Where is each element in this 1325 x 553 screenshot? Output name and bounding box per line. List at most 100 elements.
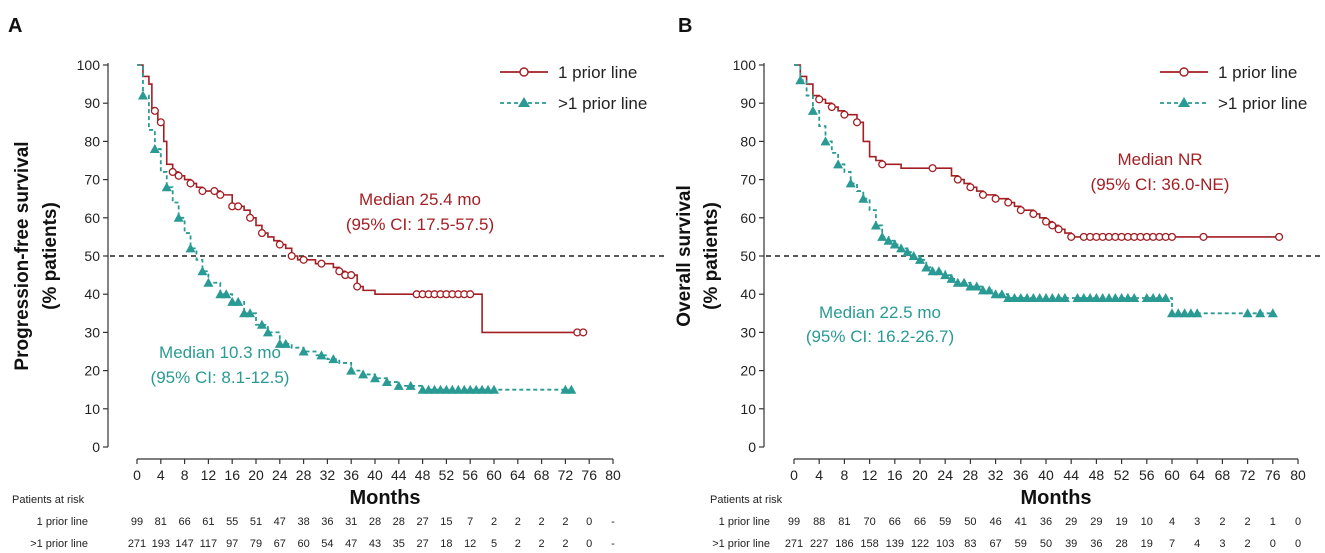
legend-label: 1 prior line: [558, 63, 637, 82]
censor-marker-triangle: [795, 75, 806, 85]
legend-label: >1 prior line: [1218, 94, 1307, 113]
censor-marker-triangle: [1242, 308, 1253, 318]
censor-marker-circle: [347, 271, 356, 280]
legend: 1 prior line >1 prior line: [500, 63, 647, 113]
censor-marker-triangle: [1041, 293, 1051, 303]
risk-count: 122: [911, 538, 929, 550]
risk-count: 271: [785, 538, 803, 550]
risk-count: 66: [914, 516, 926, 528]
risk-count: 67: [274, 538, 286, 550]
y-tick-label: 100: [77, 57, 101, 73]
censor-marker-triangle: [1255, 308, 1266, 318]
risk-count: 38: [297, 516, 309, 528]
censor-marker-triangle: [1097, 293, 1108, 303]
risk-count: 81: [838, 516, 850, 528]
censor-marker-triangle: [959, 277, 970, 287]
risk-count: 83: [964, 538, 976, 550]
censor-marker-circle: [1199, 232, 1208, 241]
x-tick-label: 44: [1063, 467, 1079, 483]
risk-count: 55: [226, 516, 238, 528]
censor-marker-circle: [815, 95, 824, 104]
x-tick-label: 80: [605, 467, 621, 483]
risk-count: 2: [1245, 516, 1251, 528]
censor-marker-triangle: [1185, 308, 1196, 318]
risk-count: 36: [1090, 538, 1102, 550]
censor-marker-triangle: [346, 365, 357, 375]
censor-marker-triangle: [256, 319, 267, 329]
legend-swatch-circle: [1179, 67, 1189, 77]
risk-count: 0: [1270, 538, 1276, 550]
censor-marker-circle: [1029, 209, 1038, 219]
risk-count: 59: [1015, 538, 1027, 550]
risk-count: 47: [345, 538, 357, 550]
censor-marker-triangle: [940, 270, 951, 280]
censor-marker-circle: [234, 202, 243, 211]
censor-marker-triangle: [952, 277, 963, 287]
risk-count: 36: [321, 516, 333, 528]
censor-marker-triangle: [1129, 293, 1140, 303]
censor-marker-triangle: [280, 338, 291, 348]
censor-marker-triangle: [1085, 293, 1096, 303]
x-tick-label: 52: [439, 467, 455, 483]
risk-table-title: Patients at risk: [12, 494, 85, 506]
censor-marker-triangle: [262, 327, 273, 337]
censor-marker-circle: [1067, 232, 1076, 241]
x-tick-label: 28: [963, 467, 979, 483]
risk-count: 103: [936, 538, 954, 550]
censor-marker-triangle: [889, 239, 900, 249]
censor-marker-circle: [1167, 232, 1177, 241]
risk-count: 117: [200, 538, 218, 550]
risk-count: 2: [515, 538, 521, 550]
risk-count: 28: [369, 516, 381, 528]
censor-marker-triangle: [902, 247, 913, 257]
y-tick-label: 0: [748, 439, 756, 455]
legend-swatch-circle: [519, 67, 529, 77]
risk-count: 7: [1169, 538, 1175, 550]
risk-count: 36: [1040, 516, 1052, 528]
risk-count: 29: [1065, 516, 1077, 528]
censor-marker-triangle: [870, 220, 881, 230]
censor-marker-triangle: [316, 350, 327, 360]
x-tick-label: 0: [790, 467, 798, 483]
censor-marker-circle: [168, 167, 177, 177]
risk-count: 61: [202, 516, 214, 528]
risk-count: 50: [1040, 538, 1052, 550]
median-annotation: Median 10.3 mo: [159, 343, 281, 362]
censor-marker-triangle: [381, 377, 392, 387]
y-tick-label: 10: [740, 401, 756, 417]
risk-table-title: Patients at risk: [710, 494, 783, 506]
x-tick-label: 36: [343, 467, 359, 483]
risk-count: 99: [788, 516, 800, 528]
censor-marker-triangle: [1034, 293, 1045, 303]
x-tick-label: 76: [1265, 467, 1281, 483]
censor-marker-triangle: [233, 296, 244, 306]
censor-marker-triangle: [1173, 308, 1184, 318]
legend-swatch-triangle: [518, 97, 530, 107]
risk-row-label: >1 prior line: [30, 538, 88, 550]
censor-marker-triangle: [1192, 308, 1203, 318]
x-tick-label: 20: [912, 467, 928, 483]
x-tick-label: 64: [510, 467, 526, 483]
series-one-prior-line: [137, 64, 588, 337]
censor-marker-circle: [216, 190, 225, 199]
censor-marker-triangle: [946, 273, 957, 283]
censor-marker-triangle: [149, 144, 160, 154]
risk-count: 158: [860, 538, 878, 550]
censor-marker-circle: [353, 282, 362, 291]
censor-marker-circle: [878, 160, 887, 169]
risk-count: 15: [440, 516, 452, 528]
x-axis-title: Months: [1020, 487, 1091, 509]
risk-count: 27: [416, 538, 428, 550]
censor-marker-circle: [852, 118, 862, 127]
y-axis-title-sub: (% patients): [40, 202, 61, 310]
median-ci-annotation: (95% CI: 16.2-26.7): [806, 327, 954, 346]
risk-count: 99: [131, 516, 143, 528]
censor-marker-circle: [246, 213, 255, 222]
censor-marker-triangle: [358, 369, 369, 379]
censor-marker-triangle: [883, 235, 894, 245]
x-tick-label: 68: [534, 467, 550, 483]
risk-count: 0: [586, 538, 592, 550]
median-annotation: Median 25.4 mo: [359, 190, 481, 209]
censor-marker-triangle: [858, 193, 869, 203]
risk-count: 70: [863, 516, 875, 528]
